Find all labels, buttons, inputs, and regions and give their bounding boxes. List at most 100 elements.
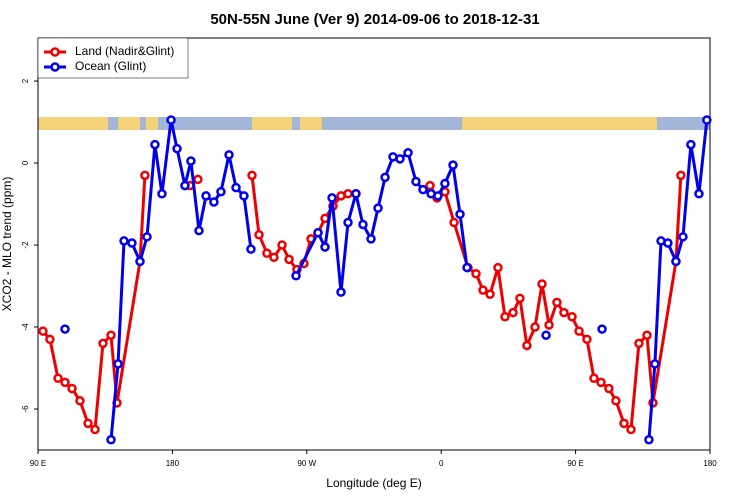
- y-tick-label: -2: [21, 241, 30, 249]
- point: [38, 326, 48, 336]
- point: [284, 254, 294, 265]
- legend-marker: [50, 47, 60, 57]
- series-line: [109, 119, 709, 440]
- point: [455, 209, 465, 220]
- point: [485, 289, 495, 299]
- point: [277, 240, 287, 250]
- point: [515, 293, 525, 304]
- point: [395, 154, 405, 164]
- point: [552, 297, 562, 308]
- point: [596, 377, 606, 388]
- x-tick-label: 90 E: [30, 459, 46, 468]
- point: [113, 359, 123, 369]
- point: [193, 174, 203, 185]
- point: [150, 139, 160, 150]
- surface-strip: [38, 117, 710, 130]
- point: [127, 238, 137, 248]
- point: [209, 197, 219, 207]
- point: [403, 148, 413, 158]
- point: [433, 191, 443, 201]
- point: [478, 285, 488, 295]
- point: [597, 324, 607, 334]
- point: [582, 334, 592, 345]
- point: [522, 340, 532, 351]
- y-tick-label: 2: [21, 78, 30, 83]
- point: [449, 217, 459, 228]
- legend-label: Land (Nadir&Glint): [75, 44, 174, 58]
- point: [135, 256, 145, 267]
- point: [676, 170, 686, 181]
- point: [604, 383, 614, 394]
- point: [493, 262, 503, 273]
- y-tick-label: 0: [21, 160, 30, 165]
- point: [611, 396, 621, 406]
- x-axis-label: Longitude (deg E): [326, 476, 421, 490]
- point: [351, 189, 361, 199]
- point: [254, 230, 264, 240]
- point: [418, 184, 428, 195]
- point: [650, 359, 660, 369]
- point: [380, 172, 390, 183]
- point: [140, 170, 150, 181]
- chart-title: 50N-55N June (Ver 9) 2014-09-06 to 2018-…: [210, 11, 539, 28]
- point: [702, 115, 712, 125]
- point: [291, 271, 301, 281]
- point: [172, 143, 182, 154]
- point: [313, 227, 323, 238]
- point: [231, 182, 241, 193]
- point: [327, 193, 337, 203]
- point: [471, 268, 481, 279]
- point: [559, 307, 569, 318]
- point: [537, 279, 547, 289]
- x-tick-label: 180: [703, 459, 717, 468]
- point: [619, 418, 629, 429]
- point: [201, 191, 211, 201]
- y-axis-label: XCO2 - MLO trend (ppm): [0, 177, 14, 312]
- point: [247, 170, 257, 181]
- point: [75, 396, 85, 406]
- point: [106, 435, 116, 445]
- point: [626, 424, 636, 435]
- point: [186, 156, 196, 166]
- point: [239, 191, 249, 201]
- point: [448, 160, 458, 170]
- point: [320, 242, 330, 252]
- x-tick-label: 90 E: [567, 459, 583, 468]
- point: [269, 252, 279, 263]
- point: [678, 232, 688, 242]
- point: [373, 203, 383, 213]
- point: [106, 330, 116, 340]
- point: [544, 320, 554, 330]
- point: [67, 383, 77, 394]
- point: [644, 435, 654, 445]
- point: [440, 178, 450, 189]
- point: [336, 287, 346, 297]
- point: [83, 418, 93, 429]
- point: [216, 186, 226, 197]
- point: [358, 219, 368, 230]
- point: [119, 236, 129, 246]
- point: [671, 256, 681, 267]
- legend: Land (Nadir&Glint)Ocean (Glint): [37, 37, 189, 79]
- point: [366, 234, 376, 244]
- x-tick-label: 0: [439, 459, 444, 468]
- point: [90, 424, 100, 435]
- plot-frame: [37, 37, 711, 451]
- point: [663, 238, 673, 248]
- point: [262, 248, 272, 258]
- point: [60, 324, 70, 334]
- point: [694, 189, 704, 199]
- point: [462, 262, 472, 273]
- x-tick-label: 90 W: [297, 459, 316, 468]
- point: [343, 217, 353, 228]
- point: [686, 139, 696, 150]
- point: [411, 176, 421, 187]
- point: [60, 377, 70, 388]
- point: [541, 330, 551, 340]
- point: [530, 322, 540, 332]
- point: [142, 232, 152, 242]
- point: [166, 115, 176, 125]
- point: [574, 326, 584, 336]
- point: [567, 312, 577, 322]
